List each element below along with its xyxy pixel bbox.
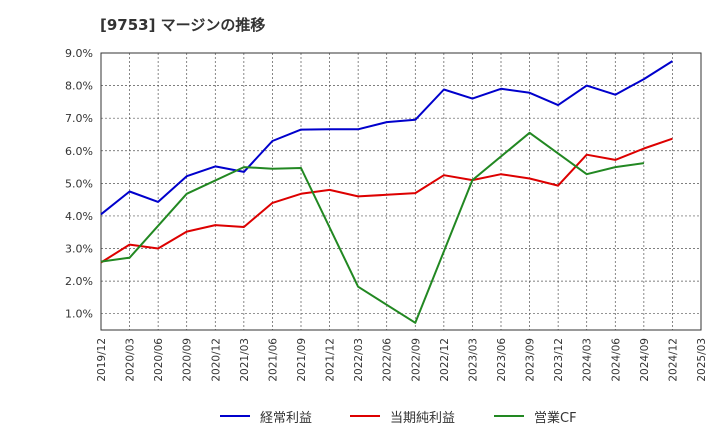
- y-tick-labels: 1.0% 2.0% 3.0% 4.0% 5.0% 6.0% 7.0% 8.0% 9.0%: [65, 47, 93, 321]
- x-tick-label: 2023/09: [525, 338, 537, 382]
- x-tick-label: 2025/03: [696, 338, 708, 382]
- x-tick-labels: 2019/12 2020/03 2020/06 2020/09 2020/12 2021/…: [96, 338, 708, 382]
- x-tick-label: 2021/12: [325, 338, 337, 382]
- x-tick-label: 2020/09: [182, 338, 194, 382]
- x-tick-label: 2024/06: [610, 338, 622, 382]
- x-tick-label: 2023/06: [496, 338, 508, 382]
- legend-item: 経常利益: [220, 404, 312, 428]
- series-line-2: [100, 131, 645, 324]
- x-tick-label: 2024/12: [667, 338, 679, 382]
- series-line-1: [100, 137, 673, 264]
- legend-item: 当期純利益: [350, 404, 455, 428]
- x-tick-label: 2022/09: [410, 338, 422, 382]
- x-tick-label: 2021/03: [239, 338, 251, 382]
- y-tick-label: 8.0%: [65, 80, 93, 93]
- x-tick-label: 2020/06: [153, 338, 165, 382]
- x-tick-label: 2024/03: [582, 338, 594, 382]
- legend-swatch: [494, 415, 524, 417]
- legend-label: 当期純利益: [390, 410, 456, 426]
- series-line-0: [100, 60, 673, 216]
- x-tick-label: 2022/03: [353, 338, 365, 382]
- y-tick-label: 4.0%: [65, 210, 93, 223]
- x-tick-label: 2020/03: [125, 338, 137, 382]
- series-lines: [100, 60, 673, 324]
- legend-item: 営業CF: [494, 404, 577, 428]
- x-tick-label: 2021/06: [267, 338, 279, 382]
- x-tick-label: 2022/06: [382, 338, 394, 382]
- chart-title: [9753] マージンの推移: [100, 16, 266, 34]
- y-tick-label: 1.0%: [65, 308, 93, 321]
- legend-label: 経常利益: [260, 410, 313, 426]
- x-tick-label: 2024/09: [639, 338, 651, 382]
- axes: [100, 52, 702, 331]
- y-tick-label: 2.0%: [65, 275, 93, 288]
- legend-swatch: [220, 415, 250, 417]
- y-tick-label: 6.0%: [65, 145, 93, 158]
- y-tick-label: 9.0%: [65, 47, 93, 60]
- x-tick-label: 2019/12: [96, 338, 108, 382]
- y-tick-label: 3.0%: [65, 243, 93, 256]
- y-tick-label: 7.0%: [65, 112, 93, 125]
- x-tick-label: 2023/12: [553, 338, 565, 382]
- legend: 経常利益 当期純利益 営業CF: [0, 404, 720, 428]
- x-tick-label: 2022/12: [439, 338, 451, 382]
- legend-swatch: [350, 415, 380, 417]
- legend-label: 営業CF: [534, 410, 577, 426]
- y-tick-label: 5.0%: [65, 177, 93, 190]
- plot-border: [100, 52, 702, 331]
- x-tick-label: 2020/12: [210, 338, 222, 382]
- x-tick-label: 2021/09: [296, 338, 308, 382]
- x-tick-label: 2023/03: [467, 338, 479, 382]
